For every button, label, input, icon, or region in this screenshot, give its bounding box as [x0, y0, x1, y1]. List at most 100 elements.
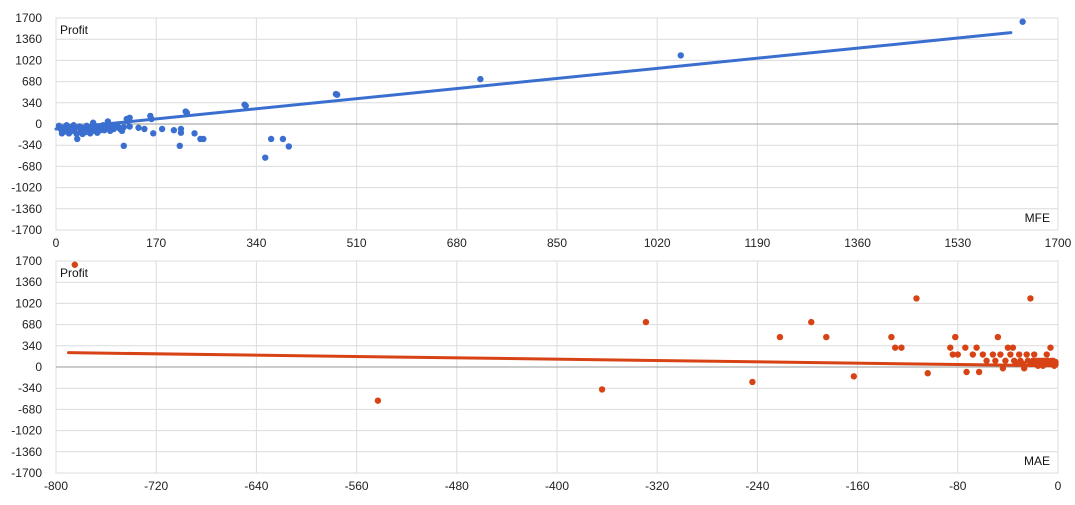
mfe-x-tick-label: 510: [347, 236, 367, 250]
mae-x-axis-label: MAE: [1024, 454, 1050, 468]
mfe-x-tick-label: 1020: [644, 236, 671, 250]
mae-data-point: [962, 344, 969, 351]
mfe-data-point: [285, 143, 293, 150]
mfe-data-point: [177, 129, 185, 136]
mfe-y-tick-label: 0: [35, 117, 42, 131]
mae-y-tick-label: -1700: [11, 466, 42, 480]
mae-x-tick-label: -640: [244, 479, 268, 493]
mae-data-point: [1047, 344, 1054, 351]
mae-data-point: [949, 351, 956, 358]
mfe-data-point: [150, 130, 157, 137]
mae-data-point: [1023, 351, 1030, 358]
mfe-x-axis-label: MFE: [1025, 211, 1050, 225]
mfe-y-tick-label: -1020: [11, 181, 42, 195]
mae-x-tick-label: -720: [144, 479, 168, 493]
mfe-data-point: [262, 154, 269, 161]
mae-trend-line: [67, 351, 1054, 368]
mfe-data-point: [477, 75, 484, 83]
mae-y-tick-label: -1360: [11, 445, 42, 459]
mae-x-tick-label: -160: [846, 479, 870, 493]
mfe-data-point: [677, 52, 684, 59]
mae-data-point: [969, 351, 977, 358]
mae-data-point: [999, 365, 1007, 372]
mae-data-point: [642, 318, 650, 326]
mae-data-point: [983, 357, 990, 364]
mae-data-point: [973, 344, 980, 351]
mae-data-point: [891, 344, 899, 351]
mae-data-point: [598, 386, 606, 393]
mfe-y-tick-label: -680: [18, 159, 42, 173]
mae-data-point: [952, 333, 959, 341]
mae-y-tick-label: 1020: [15, 296, 42, 310]
mfe-data-point: [242, 102, 249, 110]
mae-data-point: [1052, 361, 1059, 368]
mae-data-point: [1027, 295, 1034, 302]
mae-data-point: [374, 397, 382, 404]
mae-x-tick-label: -240: [745, 479, 769, 493]
mae-data-point: [898, 344, 905, 351]
mfe-x-tick-label: 850: [547, 236, 567, 250]
mae-data-point: [979, 351, 987, 358]
mae-x-tick-label: -560: [345, 479, 369, 493]
mae-data-point: [1015, 351, 1023, 358]
mae-data-point: [994, 333, 1002, 341]
mfe-data-point: [170, 127, 178, 134]
mfe-data-point: [135, 124, 142, 131]
mfe-x-tick-label: 1360: [844, 236, 871, 250]
mae-data-point: [749, 378, 756, 386]
mfe-data-point: [120, 142, 127, 150]
mfe-y-tick-label: -1360: [11, 202, 42, 216]
mae-data-point: [1002, 357, 1009, 364]
mae-x-tick-label: -320: [645, 479, 669, 493]
mfe-data-point: [191, 130, 198, 137]
mfe-data-point: [126, 123, 133, 130]
mfe-data-point: [279, 135, 287, 143]
mae-y-tick-label: -1020: [11, 424, 42, 438]
mfe-data-point: [200, 135, 207, 143]
mfe-x-tick-label: 1190: [744, 236, 770, 250]
mae-data-point: [997, 351, 1004, 358]
mae-data-point: [954, 351, 961, 358]
mae-x-tick-label: 0: [1055, 479, 1062, 493]
mae-y-tick-label: 0: [35, 360, 42, 374]
mae-x-tick-label: -800: [44, 479, 68, 493]
mae-data-point: [823, 333, 830, 341]
mae-scatter-panel: -800 -720 -640 -560 -480 -400 -320 -240 -160 -80 0…: [11, 254, 1061, 493]
mae-y-tick-label: 340: [22, 339, 42, 353]
mae-data-point: [1020, 365, 1028, 372]
mae-data-point: [1031, 351, 1038, 358]
mae-data-point: [850, 373, 858, 380]
mfe-data-point: [183, 109, 191, 116]
mfe-data-point: [120, 123, 127, 131]
mae-data-point: [888, 333, 895, 341]
mfe-data-point: [148, 115, 155, 123]
mae-data-point: [1004, 344, 1012, 351]
mfe-data-point: [333, 91, 341, 98]
mae-data-point: [1009, 344, 1017, 351]
mfe-y-tick-label: 1020: [15, 53, 42, 67]
mae-data-point: [1007, 351, 1014, 358]
mae-y-tick-label: 680: [22, 318, 42, 332]
mfe-y-tick-label: -1700: [11, 223, 42, 237]
mfe-data-point: [158, 125, 166, 133]
mfe-data-point: [267, 135, 275, 143]
mfe-x-tick-label: 340: [246, 236, 266, 250]
mae-y-tick-label: 1700: [15, 254, 42, 268]
mae-y-axis-label: Profit: [60, 266, 89, 280]
mae-y-tick-label: 1360: [15, 275, 42, 289]
mfe-trend-line: [54, 31, 1013, 131]
mfe-data-point: [141, 125, 148, 133]
mfe-y-tick-label: 1700: [15, 11, 42, 25]
mfe-x-tick-label: 0: [53, 236, 60, 250]
mae-data-point: [992, 357, 999, 364]
mae-x-tick-label: -80: [949, 479, 967, 493]
mae-x-tick-label: -400: [545, 479, 569, 493]
mae-data-point: [1043, 351, 1050, 358]
mfe-x-tick-label: 1530: [944, 236, 971, 250]
mfe-y-tick-label: 340: [22, 96, 42, 110]
mfe-data-point: [1019, 18, 1026, 25]
mae-data-point: [913, 295, 920, 302]
mfe-y-tick-label: -340: [18, 138, 42, 152]
